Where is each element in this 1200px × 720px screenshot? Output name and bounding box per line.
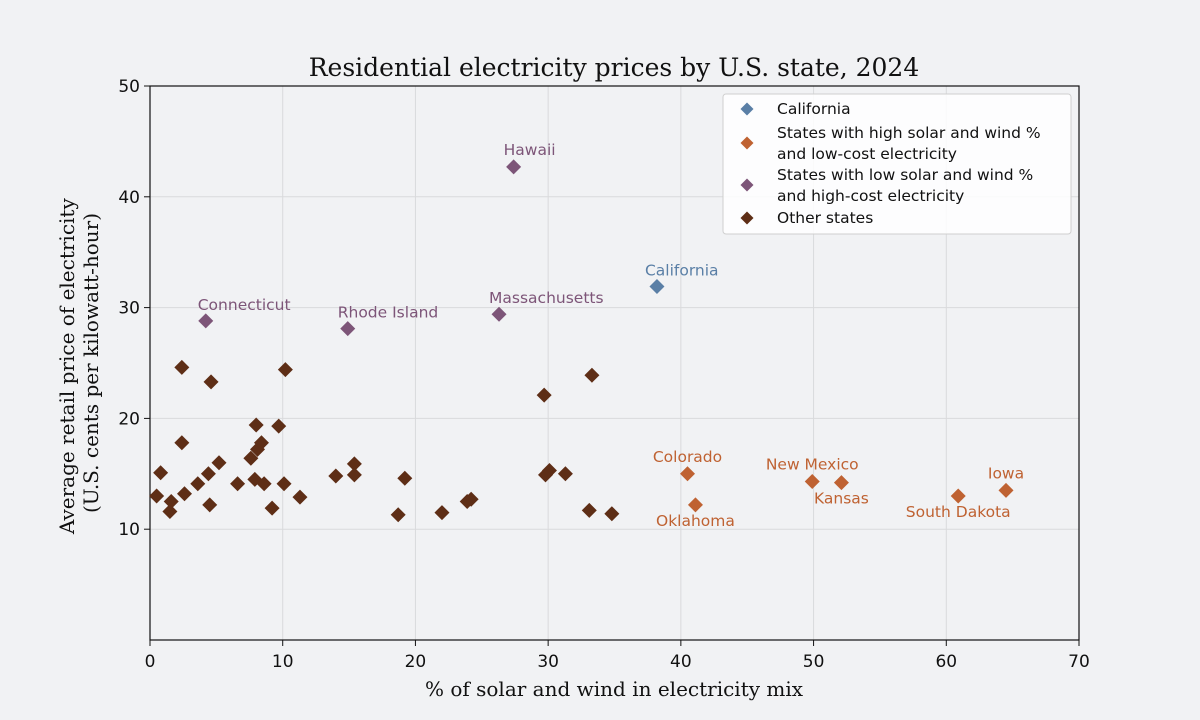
data-point-other — [149, 488, 165, 504]
x-tick-label: 50 — [803, 652, 825, 672]
x-axis-label: % of solar and wind in electricity mix — [425, 677, 804, 701]
data-point-other — [346, 467, 362, 483]
point-label: New Mexico — [766, 456, 859, 474]
data-point-other — [541, 462, 557, 478]
data-point-other — [346, 456, 362, 472]
data-point-other — [203, 374, 219, 390]
point-label: Colorado — [653, 448, 722, 466]
data-point-other — [584, 367, 600, 383]
data-point-other — [292, 489, 308, 505]
data-point-other — [247, 471, 263, 487]
point-label: Kansas — [814, 490, 869, 508]
data-point-other — [604, 506, 620, 522]
legend-label: and low-cost electricity — [777, 145, 957, 163]
data-point-other — [557, 466, 573, 482]
plot-area-frame — [149, 85, 1080, 641]
chart-title: Residential electricity prices by U.S. s… — [309, 53, 920, 82]
data-point-high_solar_low_cost — [679, 466, 695, 482]
data-point-other — [202, 497, 218, 513]
data-point-other — [271, 418, 287, 434]
legend-box — [722, 93, 1072, 235]
data-point-other — [211, 455, 227, 471]
y-tick-label: 40 — [118, 188, 140, 208]
data-point-high_solar_low_cost — [998, 482, 1014, 498]
data-point-other — [253, 435, 269, 451]
data-point-other — [174, 359, 190, 375]
data-point-other — [177, 486, 193, 502]
data-point-other — [277, 362, 293, 378]
legend-label: Other states — [777, 209, 873, 227]
point-annotations: California Colorado Oklahoma New Mexico Kans… — [198, 141, 1024, 530]
x-tick-label: 30 — [537, 652, 559, 672]
data-point-other — [256, 476, 272, 492]
data-point-other — [162, 503, 178, 519]
data-point-other — [264, 500, 280, 516]
data-point-other — [390, 507, 406, 523]
legend: California States with high solar and win… — [722, 93, 1072, 235]
legend-label: States with low solar and wind % — [777, 166, 1033, 184]
data-point-high_solar_low_cost — [687, 497, 703, 513]
data-point-other — [243, 450, 259, 466]
data-point-other — [434, 505, 450, 521]
data-point-other — [190, 476, 206, 492]
data-point-other — [230, 476, 246, 492]
y-tick-label: 50 — [118, 77, 140, 97]
legend-label: States with high solar and wind % — [777, 124, 1041, 142]
data-point-other — [397, 470, 413, 486]
y-axis-label: Average retail price of electricity (U.S… — [55, 192, 103, 535]
point-label: Iowa — [988, 464, 1024, 482]
data-point-other — [200, 466, 216, 482]
data-points — [149, 159, 1014, 523]
x-tick-label: 10 — [272, 652, 294, 672]
legend-marker — [740, 178, 754, 192]
x-tick-label: 60 — [935, 652, 957, 672]
y-tick-label: 30 — [118, 299, 140, 319]
point-label: Hawaii — [504, 141, 556, 159]
data-point-high_solar_low_cost — [950, 488, 966, 504]
data-point-other — [328, 468, 344, 484]
data-point-low_solar_high_cost — [491, 306, 507, 322]
data-point-high_solar_low_cost — [804, 474, 820, 490]
data-point-low_solar_high_cost — [198, 313, 214, 329]
legend-label: and high-cost electricity — [777, 187, 964, 205]
y-tick-label: 20 — [118, 409, 140, 429]
data-point-other — [174, 435, 190, 451]
y-axis-label-line-2: (U.S. cents per kilowatt-hour) — [79, 213, 103, 513]
point-label: South Dakota — [906, 503, 1011, 521]
legend-marker — [740, 136, 754, 150]
y-tick-label: 10 — [118, 520, 140, 540]
x-tick-label: 0 — [145, 652, 156, 672]
data-point-other — [153, 465, 169, 481]
x-tick-label: 20 — [405, 652, 427, 672]
data-point-other — [276, 476, 292, 492]
data-point-other — [581, 502, 597, 518]
data-point-other — [536, 387, 552, 403]
point-label: Massachusetts — [489, 289, 604, 307]
y-axis-label-line-1: Average retail price of electricity — [55, 198, 79, 536]
point-label: Connecticut — [198, 296, 291, 314]
axis-ticks: 0 10 20 30 40 50 60 70 10 20 30 40 50 — [118, 77, 1089, 672]
legend-marker — [740, 102, 754, 116]
point-label: Rhode Island — [338, 304, 439, 322]
data-point-low_solar_high_cost — [506, 159, 522, 175]
data-point-other — [163, 494, 179, 509]
data-point-other — [248, 417, 264, 433]
point-label: California — [645, 262, 719, 280]
data-point-high_solar_low_cost — [833, 475, 849, 491]
legend-marker — [740, 211, 754, 225]
x-tick-label: 40 — [670, 652, 692, 672]
legend-label: California — [777, 100, 851, 118]
data-point-other — [463, 491, 479, 507]
data-point-california — [649, 279, 665, 295]
x-tick-label: 70 — [1068, 652, 1090, 672]
point-label: Oklahoma — [656, 512, 735, 530]
data-point-low_solar_high_cost — [340, 321, 356, 337]
